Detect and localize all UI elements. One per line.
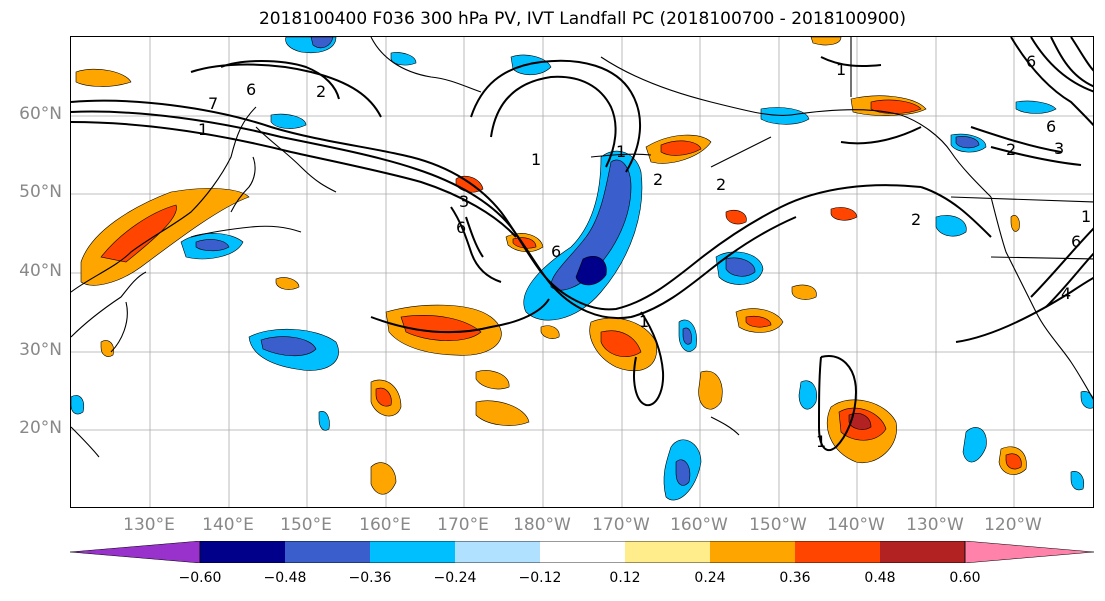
colorbar-label: −0.36 bbox=[348, 570, 392, 586]
colorbar-segment bbox=[964, 540, 1095, 564]
lon-label: 120°W bbox=[984, 515, 1042, 535]
contour-label: 1 bbox=[816, 432, 826, 451]
colorbar-label: 0.12 bbox=[609, 570, 641, 586]
contour-label: 6 bbox=[1026, 52, 1036, 71]
map-canvas: 7 6 1 2 1 1 2 3 6 6 1 1 2 2 3 6 1 6 4 2 … bbox=[71, 37, 1093, 507]
lon-label: 150°E bbox=[280, 515, 332, 535]
colorbar-label: −0.12 bbox=[518, 570, 562, 586]
contour-label: 2 bbox=[1006, 140, 1016, 159]
lon-label: 180°W bbox=[513, 515, 571, 535]
colorbar-label: −0.24 bbox=[433, 570, 477, 586]
map-panel: 7 6 1 2 1 1 2 3 6 6 1 1 2 2 3 6 1 6 4 2 … bbox=[70, 36, 1094, 508]
lon-label: 130°E bbox=[123, 515, 175, 535]
contour-label: 1 bbox=[639, 312, 649, 331]
contour-label: 1 bbox=[531, 150, 541, 169]
lat-label: 50°N bbox=[19, 182, 62, 202]
contour-label: 6 bbox=[1071, 232, 1081, 251]
lon-label: 170°W bbox=[592, 515, 650, 535]
contour-label: 7 bbox=[208, 94, 218, 113]
lat-label: 30°N bbox=[19, 340, 62, 360]
colorbar-segment bbox=[880, 541, 965, 563]
contour-label: 1 bbox=[616, 142, 626, 161]
contour-label: 4 bbox=[1061, 284, 1071, 303]
contour-label: 6 bbox=[1046, 117, 1056, 136]
pv-contours bbox=[71, 37, 1093, 452]
contour-label: 6 bbox=[246, 80, 256, 99]
colorbar-segment bbox=[540, 541, 625, 563]
lon-label: 130°W bbox=[906, 515, 964, 535]
contour-label-group: 7 6 1 2 1 1 2 3 6 6 1 1 2 2 3 6 1 6 4 2 … bbox=[198, 52, 1091, 451]
contour-label: 1 bbox=[198, 120, 208, 139]
contour-label: 1 bbox=[1081, 207, 1091, 226]
colorbar-svg bbox=[69, 540, 1095, 564]
contour-label: 1 bbox=[836, 60, 846, 79]
lon-label: 140°E bbox=[202, 515, 254, 535]
lat-label: 60°N bbox=[19, 104, 62, 124]
colorbar-segment bbox=[69, 540, 201, 564]
lat-label: 20°N bbox=[19, 418, 62, 438]
contour-label: 2 bbox=[911, 210, 921, 229]
colorbar-label: 0.60 bbox=[949, 570, 981, 586]
coastlines bbox=[71, 37, 1093, 458]
colorbar-label: 0.36 bbox=[779, 570, 811, 586]
figure-title: 2018100400 F036 300 hPa PV, IVT Landfall… bbox=[258, 9, 906, 29]
lon-label: 160°E bbox=[359, 515, 411, 535]
lon-label: 140°W bbox=[827, 515, 885, 535]
contour-label: 6 bbox=[551, 242, 561, 261]
contour-label: 3 bbox=[459, 192, 469, 211]
lon-label: 160°W bbox=[670, 515, 728, 535]
lon-label: 170°E bbox=[437, 515, 489, 535]
contour-label: 2 bbox=[716, 175, 726, 194]
colorbar-label: 0.24 bbox=[694, 570, 726, 586]
contour-label: 2 bbox=[316, 82, 326, 101]
colorbar-label: −0.48 bbox=[263, 570, 307, 586]
colorbar bbox=[69, 540, 1095, 564]
colorbar-segment bbox=[370, 541, 455, 563]
colorbar-segment bbox=[625, 541, 710, 563]
colorbar-segment bbox=[285, 541, 370, 563]
contour-label: 6 bbox=[456, 218, 466, 237]
lon-label: 150°W bbox=[749, 515, 807, 535]
colorbar-label: 0.48 bbox=[864, 570, 896, 586]
negative-ivt-regions bbox=[71, 37, 1093, 501]
colorbar-segment bbox=[455, 541, 540, 563]
contour-label: 2 bbox=[653, 170, 663, 189]
contour-label: 3 bbox=[1054, 139, 1064, 158]
colorbar-segment bbox=[795, 541, 880, 563]
lat-label: 40°N bbox=[19, 261, 62, 281]
colorbar-label: −0.60 bbox=[178, 570, 222, 586]
colorbar-segment bbox=[200, 541, 285, 563]
colorbar-segment bbox=[710, 541, 795, 563]
